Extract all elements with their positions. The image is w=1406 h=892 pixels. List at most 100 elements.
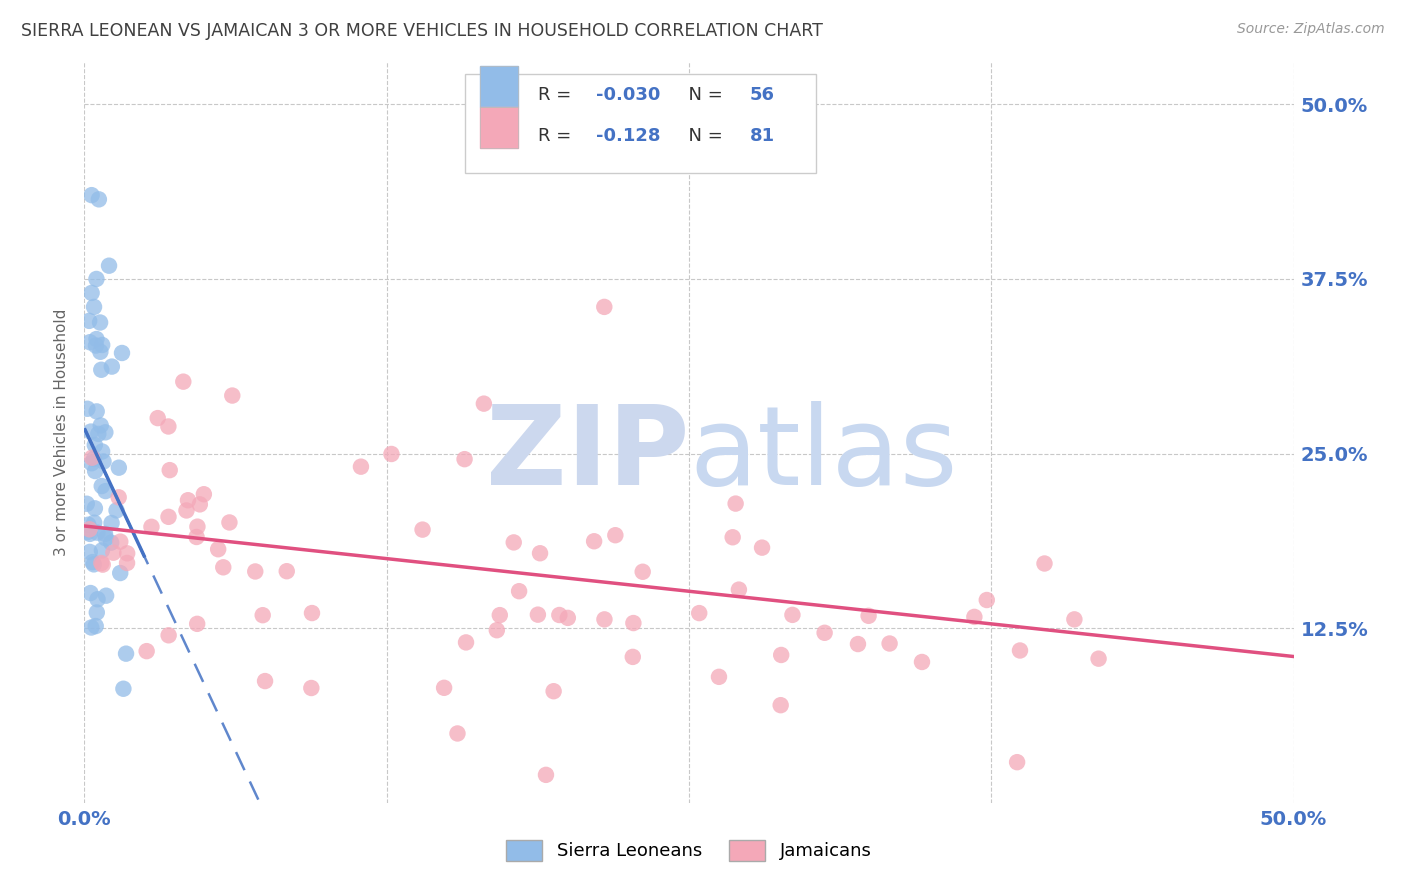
Point xyxy=(157,419,180,434)
Point xyxy=(100,535,122,549)
Legend: Sierra Leoneans, Jamaicans: Sierra Leoneans, Jamaicans xyxy=(499,832,879,868)
Point xyxy=(146,411,169,425)
Point xyxy=(79,545,101,559)
Point xyxy=(176,503,198,517)
Point xyxy=(453,452,475,467)
Text: N =: N = xyxy=(676,87,728,104)
Point xyxy=(782,112,804,126)
Text: -0.030: -0.030 xyxy=(596,87,661,104)
Point xyxy=(115,647,138,661)
Point xyxy=(621,649,644,664)
Point xyxy=(299,681,322,695)
Point xyxy=(94,425,117,440)
Point xyxy=(86,525,108,540)
Point xyxy=(90,556,112,570)
Bar xyxy=(479,107,519,147)
Point xyxy=(207,542,229,557)
Bar xyxy=(479,66,519,107)
Point xyxy=(557,611,579,625)
Point xyxy=(724,497,747,511)
Point xyxy=(879,636,901,650)
Point xyxy=(707,670,730,684)
Text: Source: ZipAtlas.com: Source: ZipAtlas.com xyxy=(1237,22,1385,37)
Text: 56: 56 xyxy=(749,87,775,104)
Point xyxy=(77,314,100,328)
Point xyxy=(188,497,211,511)
Point xyxy=(83,438,105,452)
Point xyxy=(543,684,565,698)
Point xyxy=(80,188,103,202)
Point xyxy=(86,404,108,418)
Point xyxy=(301,606,323,620)
Point xyxy=(101,359,124,374)
Point xyxy=(782,607,804,622)
Point xyxy=(1087,651,1109,665)
Point xyxy=(108,460,131,475)
Y-axis label: 3 or more Vehicles in Household: 3 or more Vehicles in Household xyxy=(53,309,69,557)
Point xyxy=(472,397,495,411)
Point xyxy=(79,586,101,600)
Point xyxy=(218,516,240,530)
Point xyxy=(508,584,530,599)
Text: R =: R = xyxy=(538,87,576,104)
Point xyxy=(94,527,117,541)
Text: atlas: atlas xyxy=(689,401,957,508)
Point xyxy=(83,501,105,516)
FancyBboxPatch shape xyxy=(465,73,815,173)
Point xyxy=(90,479,112,493)
Point xyxy=(94,589,117,603)
Point xyxy=(911,655,934,669)
Point xyxy=(91,338,114,352)
Point xyxy=(79,335,101,350)
Point xyxy=(186,530,208,544)
Point xyxy=(107,491,129,505)
Point xyxy=(89,316,111,330)
Text: 81: 81 xyxy=(749,127,775,145)
Point xyxy=(83,451,105,466)
Text: SIERRA LEONEAN VS JAMAICAN 3 OR MORE VEHICLES IN HOUSEHOLD CORRELATION CHART: SIERRA LEONEAN VS JAMAICAN 3 OR MORE VEH… xyxy=(21,22,823,40)
Point xyxy=(76,524,98,539)
Point xyxy=(631,565,654,579)
Point xyxy=(115,556,138,570)
Point xyxy=(94,531,117,545)
Point xyxy=(83,300,105,314)
Point xyxy=(86,592,108,607)
Point xyxy=(87,426,110,441)
Point xyxy=(83,558,105,572)
Point xyxy=(193,487,215,501)
Point xyxy=(721,530,744,544)
Point xyxy=(90,543,112,558)
Point xyxy=(446,726,468,740)
Point xyxy=(252,608,274,623)
Bar xyxy=(479,107,519,147)
Point xyxy=(76,497,98,511)
Point xyxy=(103,546,125,560)
Point xyxy=(728,582,751,597)
Point xyxy=(80,456,103,470)
Point xyxy=(80,620,103,634)
Text: -0.128: -0.128 xyxy=(596,127,661,145)
Point xyxy=(157,509,180,524)
Point xyxy=(80,425,103,439)
Point xyxy=(172,375,194,389)
Point xyxy=(83,516,105,530)
Point xyxy=(98,259,121,273)
Point xyxy=(245,565,267,579)
Point xyxy=(605,528,627,542)
Point xyxy=(135,644,157,658)
Point xyxy=(433,681,456,695)
Point xyxy=(454,635,477,649)
Point xyxy=(86,332,108,346)
Point xyxy=(110,534,132,549)
Point xyxy=(86,272,108,286)
Point xyxy=(80,285,103,300)
Point xyxy=(110,566,132,580)
Point xyxy=(1063,612,1085,626)
Point xyxy=(976,593,998,607)
Point xyxy=(157,628,180,642)
Point xyxy=(858,608,880,623)
Point xyxy=(688,606,710,620)
Point xyxy=(87,192,110,206)
Point xyxy=(221,388,243,402)
Point xyxy=(89,344,111,359)
